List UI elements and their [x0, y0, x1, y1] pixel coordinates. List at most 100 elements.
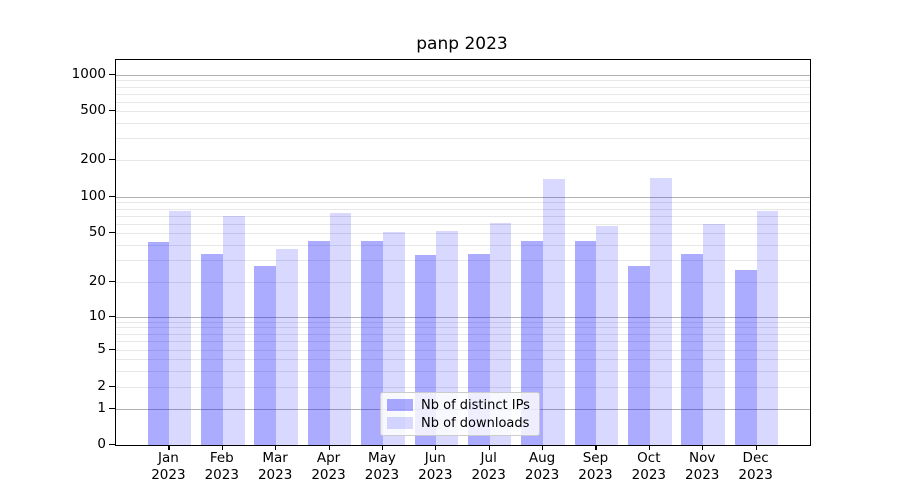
bar-nov-distinct-ips	[681, 253, 704, 445]
y-tick-mark	[109, 232, 115, 234]
minor-gridline	[116, 111, 810, 112]
y-tick-label: 50	[88, 224, 106, 240]
bar-nov-downloads	[703, 224, 726, 445]
major-gridline	[116, 316, 810, 318]
x-tick-label: Mar 2023	[257, 450, 293, 483]
major-gridline	[116, 197, 810, 198]
x-tick-label: Sep 2023	[578, 450, 613, 483]
minor-gridline	[116, 215, 810, 217]
bar-jul-downloads	[489, 222, 512, 445]
bar-feb-downloads	[222, 215, 245, 445]
minor-gridline	[116, 350, 810, 351]
bar-jun-downloads	[436, 230, 459, 445]
bar-feb-distinct-ips	[200, 253, 223, 445]
major-gridline	[116, 75, 810, 76]
x-tick-mark	[381, 445, 384, 450]
x-tick-mark	[648, 445, 651, 450]
minor-gridline	[116, 122, 810, 124]
x-tick-label: Jan 2023	[151, 450, 186, 483]
minor-gridline	[116, 359, 810, 360]
y-tick-label: 200	[80, 151, 106, 167]
x-tick-mark	[488, 445, 490, 450]
x-tick-label: Apr 2023	[311, 450, 346, 483]
y-tick-mark	[109, 159, 115, 161]
bar-dec-distinct-ips	[734, 270, 757, 445]
minor-gridline	[116, 244, 810, 246]
bar-may-distinct-ips	[361, 241, 383, 445]
bar-sep-distinct-ips	[574, 241, 597, 445]
legend-item-downloads: Nb of downloads	[387, 416, 533, 431]
bar-jan-downloads	[169, 211, 192, 445]
x-tick-label: Feb 2023	[204, 450, 239, 483]
bar-jan-distinct-ips	[147, 242, 170, 445]
x-tick-label: Jun 2023	[418, 450, 453, 483]
x-tick-label: Jul 2023	[471, 450, 506, 483]
y-tick-mark	[109, 408, 115, 410]
x-tick-mark	[702, 445, 704, 450]
plot-area: Nb of distinct IPs Nb of downloads	[115, 59, 811, 446]
minor-gridline	[116, 321, 810, 323]
y-tick-label: 0	[97, 436, 106, 452]
minor-gridline	[116, 160, 810, 161]
y-tick-label: 10	[88, 307, 106, 324]
x-tick-mark	[221, 445, 223, 450]
x-tick-label: Nov 2023	[685, 450, 720, 483]
x-tick-label: Dec 2023	[738, 450, 773, 483]
minor-gridline	[116, 208, 810, 210]
legend-label-distinct-ips: Nb of distinct IPs	[421, 397, 530, 413]
x-tick-label: May 2023	[364, 450, 400, 483]
x-tick-mark	[328, 445, 330, 450]
y-tick-mark	[109, 110, 115, 112]
minor-gridline	[116, 93, 810, 95]
x-tick-label: Aug 2023	[524, 450, 560, 483]
y-tick-label: 5	[97, 341, 106, 357]
minor-gridline	[116, 282, 810, 283]
legend-item-distinct-ips: Nb of distinct IPs	[387, 398, 533, 413]
minor-gridline	[116, 341, 810, 343]
bar-apr-downloads	[329, 213, 352, 445]
y-tick-mark	[109, 386, 115, 388]
y-tick-mark	[109, 315, 115, 317]
x-tick-mark	[595, 445, 597, 450]
minor-gridline	[116, 260, 810, 262]
bar-apr-distinct-ips	[307, 241, 330, 445]
bar-oct-distinct-ips	[628, 265, 650, 445]
legend: Nb of distinct IPs Nb of downloads	[380, 392, 540, 436]
y-tick-mark	[109, 444, 115, 446]
legend-swatch-distinct-ips	[387, 399, 413, 411]
minor-gridline	[116, 138, 810, 140]
bar-sep-downloads	[596, 226, 619, 445]
y-tick-label: 2	[97, 378, 106, 394]
y-tick-label: 1	[97, 400, 106, 416]
bar-dec-downloads	[756, 210, 779, 445]
bar-aug-downloads	[543, 179, 565, 445]
minor-gridline	[116, 86, 810, 88]
y-tick-label: 20	[88, 273, 106, 289]
bar-may-downloads	[382, 231, 405, 445]
y-tick-mark	[109, 349, 115, 351]
minor-gridline	[116, 202, 810, 204]
x-tick-mark	[435, 445, 437, 450]
x-tick-mark	[755, 445, 757, 450]
y-tick-label: 500	[80, 102, 106, 118]
bar-mar-downloads	[276, 249, 298, 445]
minor-gridline	[116, 233, 810, 234]
bar-mar-distinct-ips	[254, 265, 277, 445]
minor-gridline	[116, 223, 810, 225]
minor-gridline	[116, 327, 810, 329]
minor-gridline	[116, 370, 810, 372]
minor-gridline	[116, 101, 810, 103]
y-tick-label: 100	[80, 188, 106, 204]
minor-gridline	[116, 387, 810, 388]
x-tick-mark	[275, 445, 277, 450]
y-tick-mark	[109, 196, 115, 198]
legend-label-downloads: Nb of downloads	[421, 415, 530, 431]
legend-swatch-downloads	[387, 417, 413, 429]
y-tick-mark	[109, 74, 115, 76]
minor-gridline	[116, 333, 810, 335]
minor-gridline	[116, 80, 810, 82]
y-tick-mark	[109, 281, 115, 283]
x-tick-mark	[168, 445, 170, 450]
x-tick-label: Oct 2023	[631, 450, 667, 483]
